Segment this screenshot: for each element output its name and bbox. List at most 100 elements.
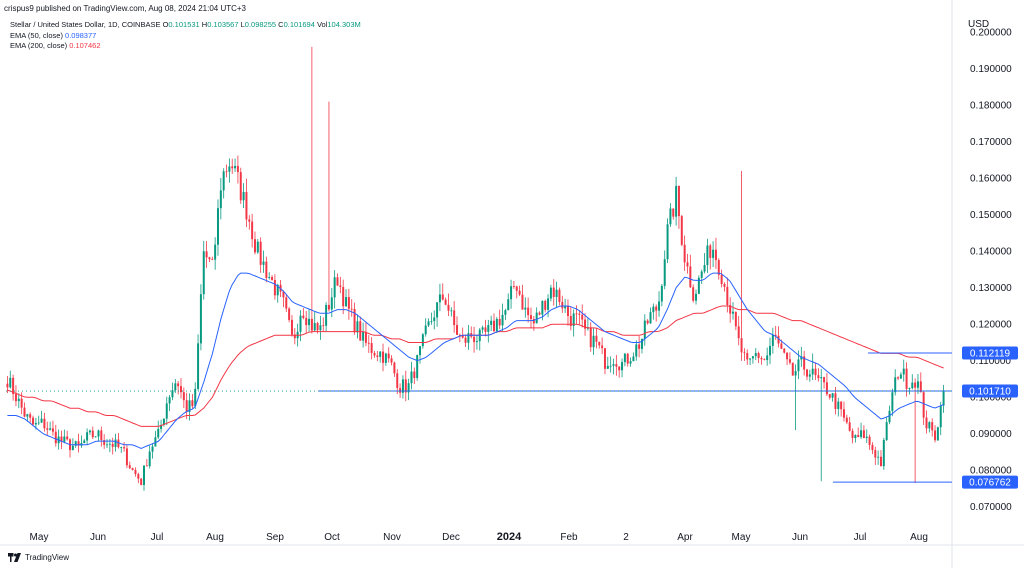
candle-body — [211, 259, 214, 260]
candle-body — [862, 430, 865, 438]
candle-body — [185, 400, 188, 412]
candle-body — [128, 465, 131, 469]
candle-body — [754, 353, 757, 357]
footer-brand-label: TradingView — [25, 553, 70, 562]
candle-body — [928, 422, 931, 429]
candle-body — [800, 356, 803, 360]
candle-body — [552, 287, 555, 297]
candle-body — [658, 301, 661, 311]
candle-body — [746, 353, 749, 360]
candle-body — [774, 334, 777, 336]
ema50-row: EMA (50, close) 0.098377 — [10, 31, 361, 42]
candle-body — [578, 313, 581, 315]
candle-body — [464, 337, 467, 343]
candle-body — [251, 221, 254, 240]
candle-body — [769, 345, 772, 356]
candle-body — [319, 325, 322, 331]
candle-body — [734, 311, 737, 327]
candle-body — [379, 351, 382, 357]
candle-body — [808, 374, 811, 377]
candle-body — [54, 431, 57, 444]
x-tick-label: Jun — [792, 532, 808, 543]
x-tick-label: 2 — [623, 532, 629, 543]
ohlc-key: H — [199, 20, 208, 29]
candle-body — [589, 327, 592, 348]
candle-body — [663, 259, 666, 286]
candle-body — [757, 353, 760, 359]
candle-body — [447, 304, 450, 311]
candle-body — [888, 410, 891, 423]
candle-body — [60, 436, 63, 442]
candle-body — [245, 191, 248, 220]
candle-body — [791, 362, 794, 376]
candle-body — [273, 279, 276, 296]
candle-body — [672, 208, 675, 217]
candle-body — [629, 361, 632, 364]
candle-body — [899, 374, 902, 379]
level-price-label: 0.076762 — [969, 478, 1011, 489]
candle-body — [700, 271, 703, 278]
candle-body — [569, 316, 572, 326]
candle-body — [100, 430, 103, 441]
x-tick-label: Nov — [383, 532, 401, 543]
candle-body — [780, 343, 783, 349]
candle-body — [669, 208, 672, 225]
candle-body — [931, 422, 934, 431]
candle-body — [384, 353, 387, 363]
symbol-row: Stellar / United States Dollar, 1D, COIN… — [10, 20, 361, 31]
candle-body — [94, 436, 97, 438]
candle-body — [125, 448, 128, 466]
candle-body — [316, 323, 319, 331]
candle-body — [114, 439, 117, 447]
candle-body — [131, 468, 134, 470]
level-price-label: 0.112119 — [970, 349, 1011, 360]
y-tick-label: 0.070000 — [970, 502, 1012, 513]
candle-body — [908, 388, 911, 389]
ohlc-value: 0.101531 — [168, 20, 200, 29]
candle-body — [327, 304, 330, 310]
candle-body — [282, 291, 285, 298]
candle-body — [842, 409, 845, 418]
candle-body — [382, 351, 385, 363]
candle-body — [572, 313, 575, 326]
candle-body — [703, 265, 706, 272]
candle-body — [421, 334, 424, 347]
y-tick-label: 0.190000 — [970, 64, 1012, 75]
candle-body — [547, 298, 550, 310]
candle-body — [720, 274, 723, 285]
x-tick-label: Jul — [854, 532, 867, 543]
candle-body — [373, 352, 376, 356]
candle-body — [584, 319, 587, 329]
candle-body — [336, 277, 339, 286]
candle-body — [228, 166, 231, 172]
candle-body — [512, 286, 515, 288]
candle-body — [905, 368, 908, 389]
ohlc-value: 104.303M — [327, 20, 361, 29]
candle-body — [726, 286, 729, 306]
candle-body — [697, 277, 700, 294]
candle-body — [851, 430, 854, 438]
ohlc-value: 0.103567 — [207, 20, 239, 29]
candle-body — [188, 400, 191, 412]
candle-body — [20, 398, 23, 408]
candle-body — [171, 390, 174, 398]
candle-body — [205, 251, 208, 258]
candle-body — [632, 356, 635, 362]
candle-body — [831, 393, 834, 398]
candle-body — [387, 353, 390, 359]
candle-body — [37, 422, 40, 424]
candle-body — [450, 310, 453, 312]
candle-body — [877, 456, 880, 458]
candle-body — [942, 391, 945, 406]
candle-body — [919, 381, 922, 393]
y-tick-label: 0.140000 — [970, 246, 1012, 257]
candle-body — [322, 325, 325, 327]
candle-body — [794, 371, 797, 376]
candle-body — [623, 353, 626, 363]
candle-body — [413, 371, 416, 378]
candle-body — [814, 368, 817, 376]
candle-body — [290, 319, 293, 335]
y-tick-label: 0.110000 — [970, 356, 1011, 367]
candle-body — [23, 407, 26, 417]
